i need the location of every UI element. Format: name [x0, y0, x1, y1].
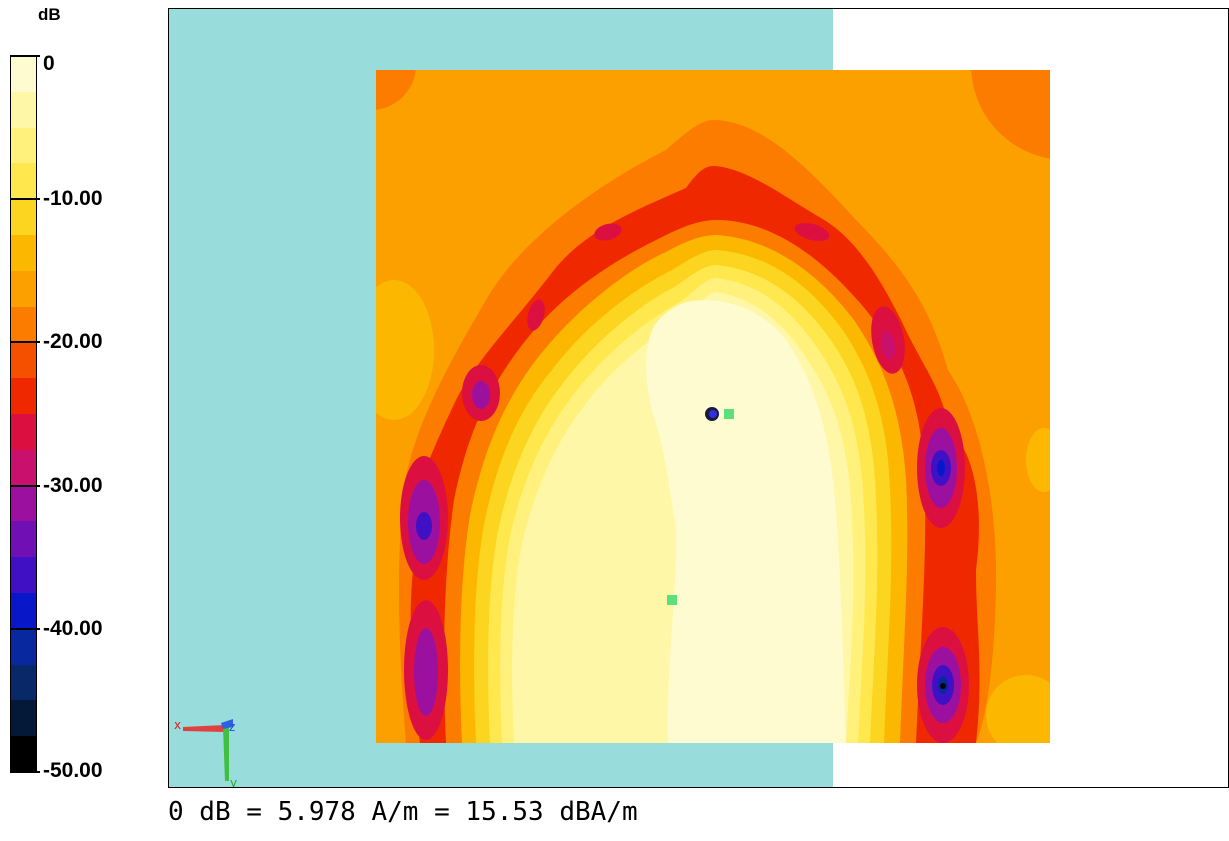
- colorbar-step: [11, 342, 36, 379]
- colorbar-unit-label: dB: [38, 5, 61, 24]
- colorbar-step: [11, 56, 36, 92]
- axis-x-arrow: [183, 725, 225, 732]
- measurement-point-upper: [724, 409, 734, 419]
- colorbar-tick-label: -40.00: [43, 616, 103, 640]
- colorbar-step: [11, 413, 36, 450]
- null-top-left: [594, 223, 622, 241]
- field-plot-area: x y z: [168, 8, 1229, 788]
- null-upper-left: [527, 299, 545, 331]
- null-top-right: [794, 222, 830, 242]
- colorbar-tick-line: [10, 55, 40, 57]
- colorbar-step: [11, 127, 36, 164]
- field-corner-top-left: [376, 70, 416, 110]
- measurement-point-lower: [667, 595, 677, 605]
- colorbar-step: [11, 700, 36, 737]
- colorbar-step: [11, 163, 36, 200]
- colorbar-tick-label: -50.00: [43, 759, 103, 782]
- null-right-core: [937, 460, 945, 476]
- colorbar-tick-label: -30.00: [43, 473, 103, 497]
- null-left-inner: [416, 512, 432, 540]
- colorbar-tick-label: 0: [43, 52, 55, 75]
- colorbar-step: [11, 199, 36, 235]
- colorbar-tick-line: [10, 484, 40, 487]
- colorbar-tick-line: [10, 771, 40, 773]
- colorbar-tick-label: -20.00: [43, 330, 103, 354]
- field-corner-top-right: [971, 70, 1050, 159]
- colorbar-step: [11, 270, 36, 307]
- colorbar-step: [11, 306, 36, 343]
- colorbar-tick-label: -10.00: [43, 187, 103, 211]
- probe-marker-blue: [709, 410, 717, 418]
- axis-y-label: y: [230, 776, 237, 788]
- null-lower-right-point: [940, 683, 946, 689]
- axis-x-label: x: [174, 719, 181, 732]
- colorbar-step: [11, 664, 36, 701]
- colorbar-step: [11, 628, 36, 665]
- colorbar-step: [11, 378, 36, 414]
- colorbar-tick-line: [10, 341, 40, 344]
- colorbar-step: [11, 592, 36, 629]
- colorbar-step: [11, 91, 36, 128]
- colorbar-step: [11, 736, 36, 772]
- colorbar-tick-line: [10, 198, 40, 201]
- null-lower-left-mid: [414, 628, 438, 716]
- field-edge-right: [1026, 428, 1050, 492]
- colorbar-step: [11, 449, 36, 486]
- axis-y-arrow: [223, 727, 229, 781]
- reference-level-text: 0 dB = 5.978 A/m = 15.53 dBA/m: [168, 797, 638, 827]
- field-level-0: [646, 300, 846, 743]
- axis-triad: x y z: [174, 719, 237, 788]
- axis-z-arrow: [221, 719, 233, 729]
- null-upper-right-inner: [880, 331, 896, 359]
- colorbar-tick-line: [10, 627, 40, 630]
- field-edge-left: [376, 280, 434, 420]
- field-distribution-map: [376, 70, 1050, 743]
- field-edge-bottom-right: [986, 675, 1050, 743]
- axis-z-label: z: [229, 720, 235, 734]
- null-mid-left-inner: [472, 381, 490, 409]
- colorbar: [10, 55, 37, 773]
- colorbar-step: [11, 234, 36, 271]
- colorbar-step: [11, 521, 36, 558]
- colorbar-step: [11, 485, 36, 522]
- colorbar-step: [11, 557, 36, 593]
